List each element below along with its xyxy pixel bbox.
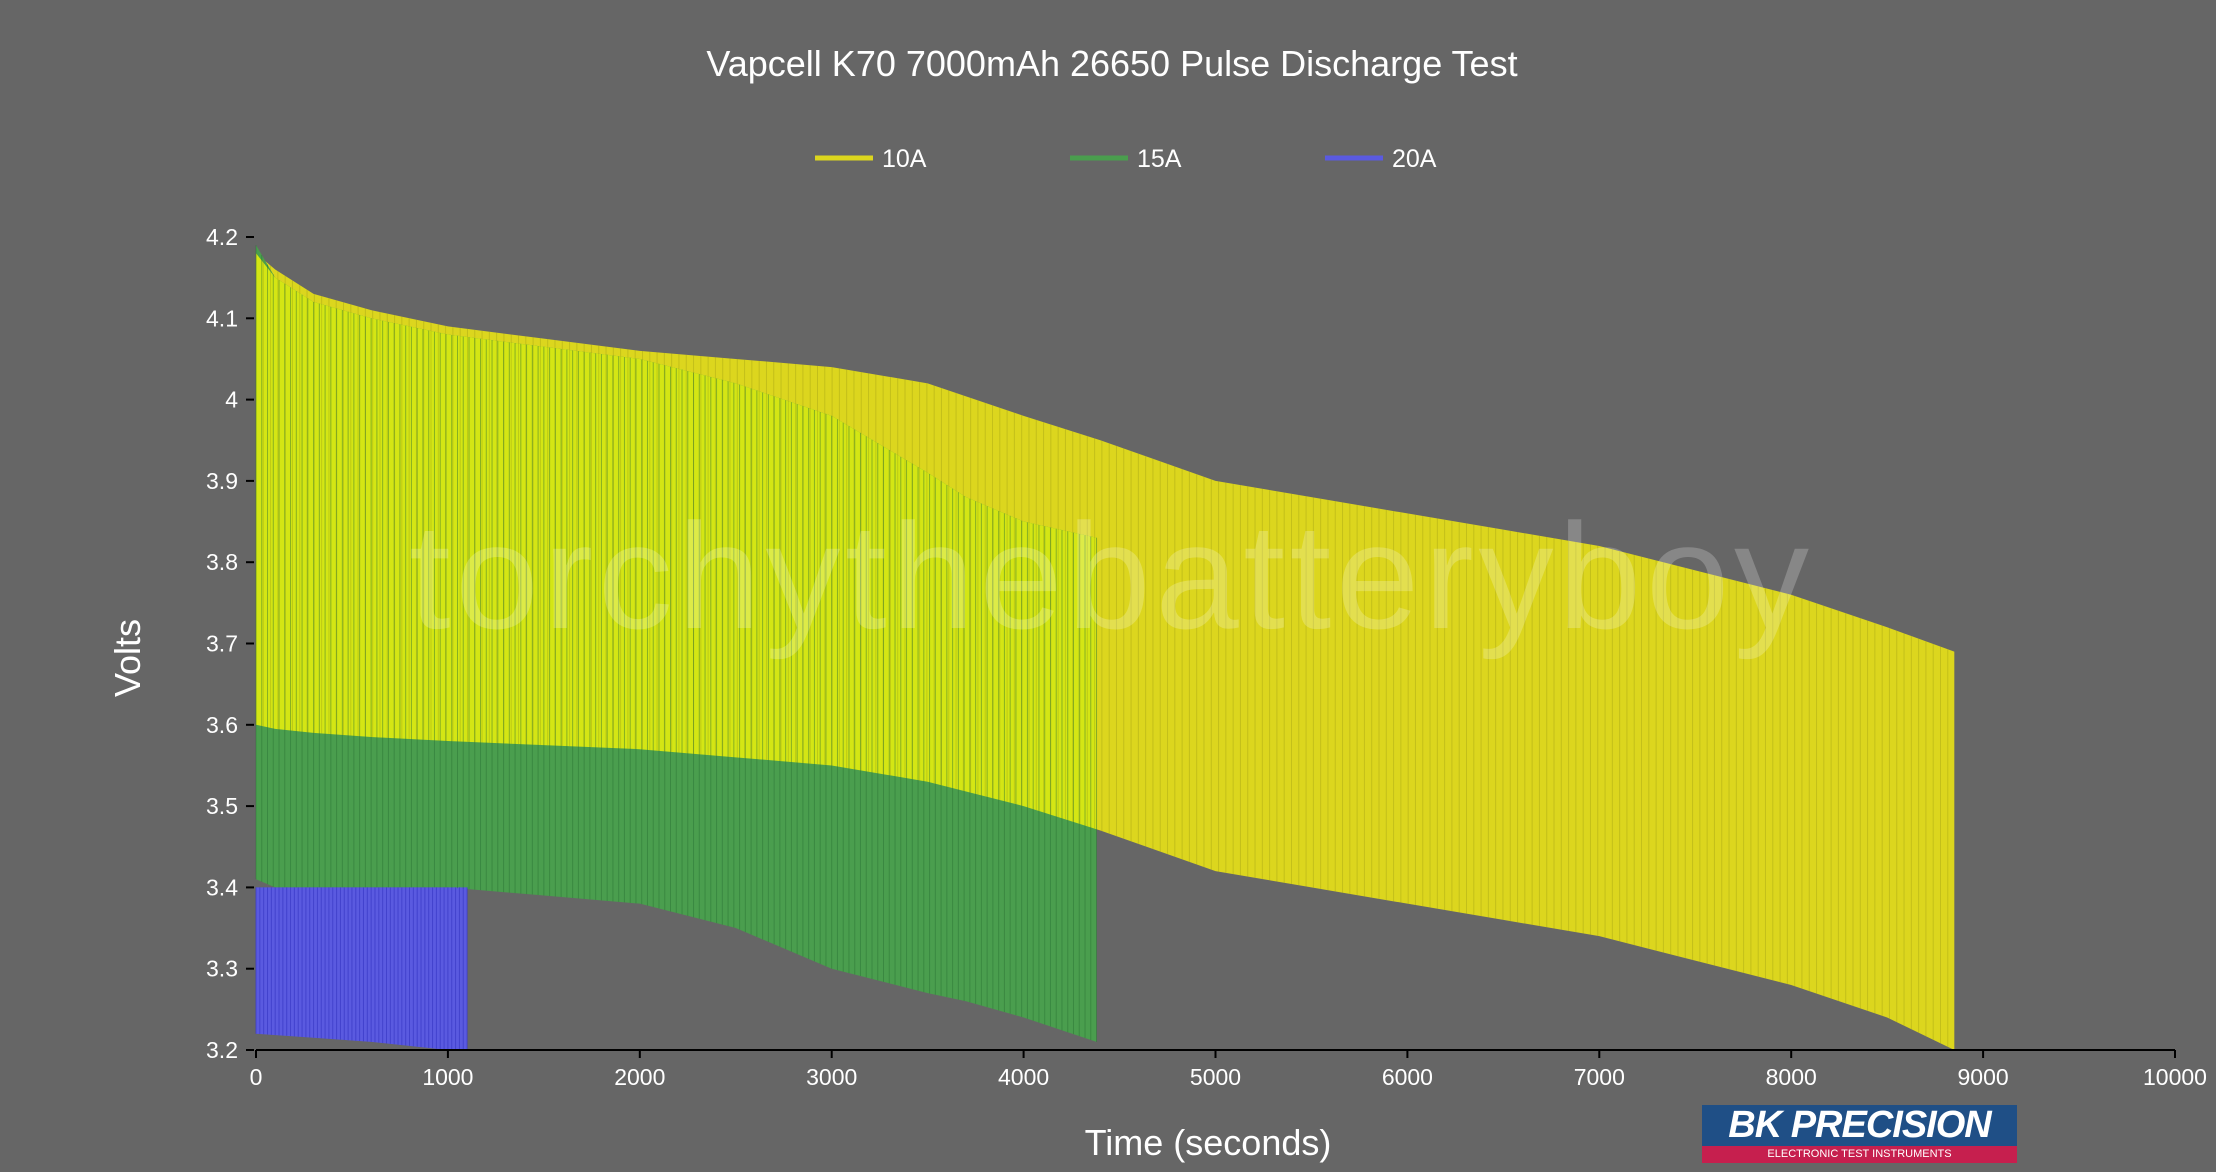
x-tick-label: 1000 (422, 1064, 473, 1090)
y-tick-label: 4.1 (206, 305, 238, 331)
y-tick-label: 3.9 (206, 468, 238, 494)
logo-tagline: ELECTRONIC TEST INSTRUMENTS (1702, 1146, 2017, 1163)
y-tick-label: 3.3 (206, 956, 238, 982)
x-axis-label: Time (seconds) (1085, 1122, 1332, 1163)
x-tick-label: 7000 (1574, 1064, 1625, 1090)
y-axis-label: Volts (107, 619, 148, 697)
legend-label-15A: 15A (1137, 145, 1182, 173)
legend-label-20A: 20A (1392, 145, 1437, 173)
legend-label-10A: 10A (882, 145, 927, 173)
y-tick-label: 3.4 (206, 874, 238, 900)
logo-wordmark: BK PRECISION (1702, 1105, 2017, 1146)
x-tick-label: 5000 (1190, 1064, 1241, 1090)
bk-precision-logo: BK PRECISION ELECTRONIC TEST INSTRUMENTS (1702, 1105, 2017, 1163)
series-10A-15A-overlap (256, 253, 1097, 830)
y-tick-label: 3.2 (206, 1037, 238, 1063)
series-20A-area (256, 887, 468, 1050)
chart-title: Vapcell K70 7000mAh 26650 Pulse Discharg… (706, 43, 1517, 84)
y-tick-label: 3.6 (206, 712, 238, 738)
x-tick-label: 4000 (998, 1064, 1049, 1090)
watermark: torchythebatteryboy (409, 492, 1809, 660)
y-tick-label: 3.8 (206, 549, 238, 575)
x-tick-label: 2000 (614, 1064, 665, 1090)
y-tick-label: 3.7 (206, 631, 238, 657)
x-tick-label: 9000 (1958, 1064, 2009, 1090)
x-tick-label: 10000 (2143, 1064, 2207, 1090)
x-tick-label: 3000 (806, 1064, 857, 1090)
x-tick-label: 8000 (1766, 1064, 1817, 1090)
x-tick-label: 6000 (1382, 1064, 1433, 1090)
y-tick-label: 3.5 (206, 793, 238, 819)
y-tick-label: 4.2 (206, 224, 238, 250)
y-tick-label: 4 (225, 387, 238, 413)
x-tick-label: 0 (250, 1064, 263, 1090)
axes: 0 1000 2000 3000 4000 5000 6000 7000 8000 9000 100… (206, 224, 2207, 1090)
plot-area (255, 245, 1955, 1050)
legend: 10A 15A 20A (815, 145, 1437, 173)
